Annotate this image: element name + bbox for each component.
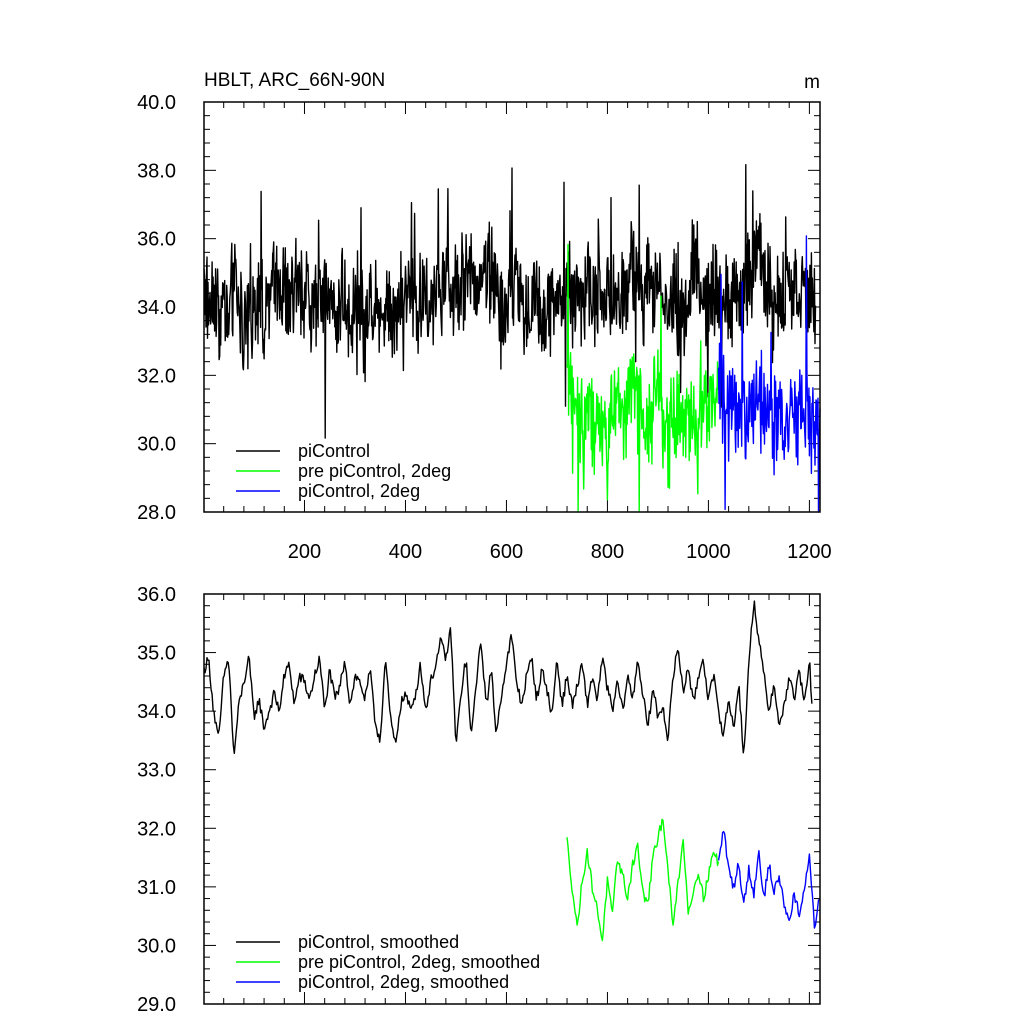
- y-tick-label: 28.0: [137, 502, 176, 524]
- legend-label-pre-picontrol-2deg: pre piControl, 2deg: [298, 461, 451, 481]
- x-tick-label: 200: [288, 541, 321, 563]
- series-line-p1-2: [717, 235, 821, 513]
- y-tick-label: 31.0: [137, 877, 176, 899]
- x-tick-label: 1000: [686, 541, 731, 563]
- series-line-p2-1: [566, 818, 720, 942]
- bottom-panel-legend: piControl, smoothed pre piControl, 2deg,…: [236, 932, 540, 992]
- x-tick-label: 1200: [787, 541, 832, 563]
- series-line-p2-2: [717, 830, 820, 929]
- y-tick-label: 36.0: [137, 584, 176, 606]
- units-label: m: [804, 72, 820, 93]
- x-tick-label: 800: [591, 541, 624, 563]
- legend-label-pre-picontrol-2deg-smoothed: pre piControl, 2deg, smoothed: [298, 952, 540, 972]
- x-tick-label: 400: [389, 541, 422, 563]
- top-panel: HBLT, ARC_66N-90N m 28.0 30.0 32.0 34.0 36.0…: [137, 70, 832, 563]
- top-panel-ticks: 28.0 30.0 32.0 34.0 36.0 38.0 40.0 200 400 600 800…: [137, 92, 832, 563]
- y-tick-label: 38.0: [137, 160, 176, 182]
- bottom-panel-frame: [203, 593, 821, 1005]
- y-tick-label: 30.0: [137, 434, 176, 456]
- bottom-panel-series: [203, 600, 820, 942]
- series-line-p2-0: [203, 600, 813, 754]
- legend-label-picontrol-smoothed: piControl, smoothed: [298, 932, 459, 952]
- y-tick-label: 34.0: [137, 297, 176, 319]
- y-tick-label: 34.0: [137, 701, 176, 723]
- top-panel-series: [203, 164, 821, 513]
- y-tick-label: 36.0: [137, 229, 176, 251]
- chart-title: HBLT, ARC_66N-90N: [204, 70, 385, 91]
- legend-label-picontrol: piControl: [298, 441, 370, 461]
- bottom-panel: 29.0 30.0 31.0 32.0 33.0 34.0 35.0 36.0 piContr…: [137, 584, 821, 1016]
- y-tick-label: 29.0: [137, 994, 176, 1016]
- top-panel-legend: piControl pre piControl, 2deg piControl,…: [236, 441, 451, 501]
- y-tick-label: 30.0: [137, 935, 176, 957]
- series-line-p1-0: [203, 164, 817, 439]
- top-panel-frame: [203, 101, 821, 513]
- legend-label-picontrol-2deg-smoothed: piControl, 2deg, smoothed: [298, 972, 509, 992]
- y-tick-label: 32.0: [137, 818, 176, 840]
- y-tick-label: 35.0: [137, 643, 176, 665]
- y-tick-label: 40.0: [137, 92, 176, 114]
- series-line-p1-1: [566, 243, 720, 513]
- y-tick-label: 33.0: [137, 760, 176, 782]
- bottom-panel-ticks: 29.0 30.0 31.0 32.0 33.0 34.0 35.0 36.0: [137, 584, 820, 1016]
- x-tick-label: 600: [490, 541, 523, 563]
- legend-label-picontrol-2deg: piControl, 2deg: [298, 481, 420, 501]
- y-tick-label: 32.0: [137, 365, 176, 387]
